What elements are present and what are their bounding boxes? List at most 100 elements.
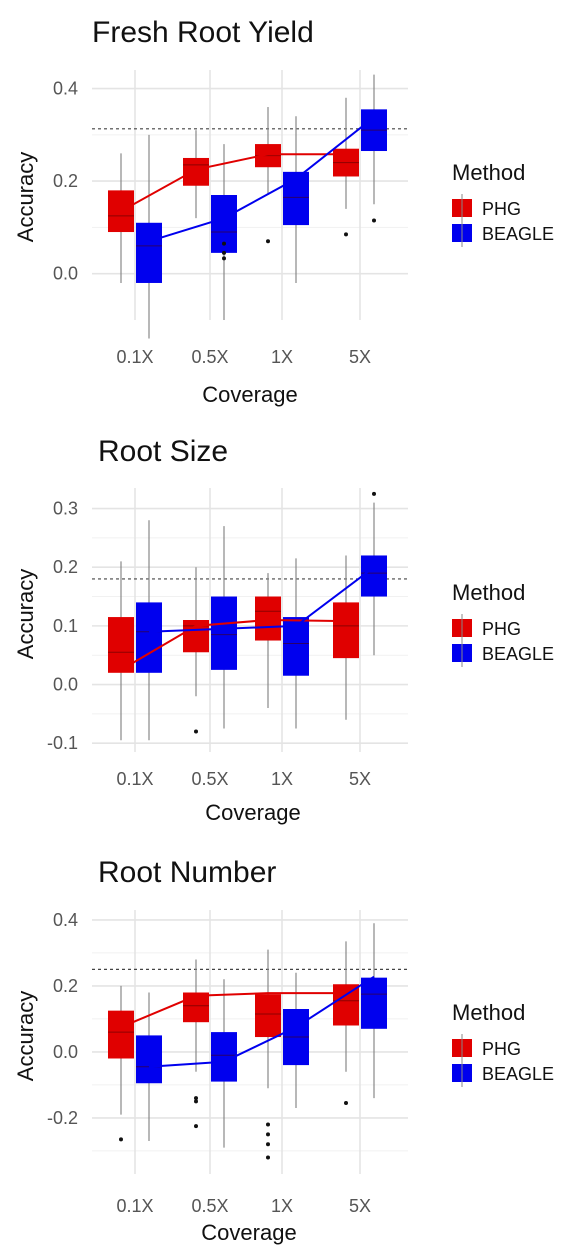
series-beagle: [136, 74, 387, 339]
box: [333, 602, 359, 659]
chart-title: Root Number: [98, 856, 276, 889]
legend-title: Method: [452, 1000, 525, 1025]
outlier-point: [372, 491, 376, 496]
outlier-point: [266, 1142, 270, 1147]
box: [136, 222, 162, 283]
y-axis-label: Accuracy: [13, 991, 38, 1081]
legend-item-beagle: BEAGLE: [452, 219, 554, 247]
box: [361, 555, 387, 597]
box: [183, 157, 209, 186]
y-tick-label: 0.4: [53, 79, 78, 99]
trend-line-beagle: [148, 116, 375, 243]
y-tick-label: 0.2: [53, 976, 78, 996]
legend-item-phg: PHG: [452, 1034, 521, 1062]
x-tick-label: 1X: [271, 769, 293, 789]
chart-title: Fresh Root Yield: [92, 16, 314, 49]
box-beagle-1X: [283, 558, 309, 729]
box-phg-0.1X: [108, 561, 134, 741]
box-phg-0.5X: [183, 959, 209, 1129]
y-tick-label: 0.2: [53, 171, 78, 191]
box-beagle-0.5X: [211, 144, 237, 320]
box: [283, 171, 309, 226]
chart-root-size: Root Size Accuracy Coverage Method PHG B…: [0, 418, 580, 833]
y-axis-label: Accuracy: [13, 152, 38, 242]
outlier-point: [222, 256, 226, 261]
x-axis-label: Coverage: [201, 1220, 296, 1245]
outlier-point: [194, 729, 198, 734]
legend-item-beagle: BEAGLE: [452, 639, 554, 667]
trend-line-beagle: [148, 975, 375, 1068]
chart-root-number: Root Number Accuracy Coverage Method PHG…: [0, 832, 580, 1247]
outlier-point: [194, 1124, 198, 1129]
y-tick-label: 0.0: [53, 1042, 78, 1062]
y-tick-label: 0.0: [53, 675, 78, 695]
outlier-point: [266, 239, 270, 244]
box-beagle-0.1X: [136, 520, 162, 741]
chart-svg-root-size: Root Size Accuracy Coverage Method PHG B…: [13, 435, 554, 825]
outlier-point: [194, 1096, 198, 1101]
box-phg-0.1X: [108, 985, 134, 1142]
x-tick-label: 0.1X: [116, 769, 153, 789]
outlier-point: [344, 232, 348, 237]
box-phg-0.5X: [183, 130, 209, 219]
box-beagle-0.5X: [211, 526, 237, 729]
legend-label-phg: PHG: [482, 1039, 521, 1059]
box: [333, 984, 359, 1026]
legend-label-beagle: BEAGLE: [482, 644, 554, 664]
box: [361, 977, 387, 1029]
outlier-point: [266, 1155, 270, 1160]
y-tick-label: -0.2: [47, 1108, 78, 1128]
x-tick-label: 5X: [349, 1196, 371, 1216]
box-phg-0.1X: [108, 153, 134, 283]
x-tick-label: 5X: [349, 769, 371, 789]
x-tick-label: 0.1X: [116, 347, 153, 367]
y-tick-label: 0.0: [53, 264, 78, 284]
box-phg-1X: [255, 949, 281, 1160]
box-phg-1X: [255, 107, 281, 244]
series-phg: [108, 941, 359, 1160]
box: [108, 617, 134, 673]
box-phg-1X: [255, 573, 281, 708]
y-tick-label: 0.1: [53, 616, 78, 636]
box-beagle-5X: [361, 491, 387, 656]
trend-line-beagle: [148, 566, 375, 633]
box-phg-5X: [333, 555, 359, 720]
outlier-point: [194, 1099, 198, 1104]
legend-title: Method: [452, 160, 525, 185]
box-phg-0.5X: [183, 567, 209, 734]
box-beagle-0.1X: [136, 134, 162, 339]
box: [108, 1010, 134, 1059]
legend-item-phg: PHG: [452, 614, 521, 642]
box-beagle-1X: [283, 972, 309, 1108]
box-beagle-1X: [283, 116, 309, 283]
legend-label-phg: PHG: [482, 199, 521, 219]
x-tick-label: 0.5X: [191, 1196, 228, 1216]
legend-item-beagle: BEAGLE: [452, 1059, 554, 1087]
box-phg-5X: [333, 941, 359, 1106]
outlier-point: [222, 250, 226, 255]
outlier-point: [266, 1132, 270, 1137]
legend-label-phg: PHG: [482, 619, 521, 639]
chart-svg-fresh-root-yield: Fresh Root Yield Accuracy Coverage Metho…: [13, 16, 554, 407]
trend-line-phg: [120, 153, 346, 213]
outlier-point: [266, 1122, 270, 1127]
outlier-point: [344, 1101, 348, 1106]
box-phg-5X: [333, 97, 359, 237]
legend-item-phg: PHG: [452, 194, 521, 222]
box: [255, 994, 281, 1038]
box-beagle-5X: [361, 923, 387, 1099]
outlier-point: [119, 1137, 123, 1142]
box: [136, 602, 162, 673]
chart-svg-root-number: Root Number Accuracy Coverage Method PHG…: [13, 856, 554, 1245]
outlier-point: [372, 218, 376, 223]
series-phg: [108, 555, 359, 741]
y-tick-label: -0.1: [47, 733, 78, 753]
legend-label-beagle: BEAGLE: [482, 1064, 554, 1084]
y-tick-label: 0.2: [53, 557, 78, 577]
y-tick-label: 0.4: [53, 910, 78, 930]
box: [136, 1035, 162, 1084]
x-tick-label: 0.1X: [116, 1196, 153, 1216]
legend-title: Method: [452, 580, 525, 605]
trend-line-phg: [120, 618, 347, 671]
x-tick-label: 5X: [349, 347, 371, 367]
